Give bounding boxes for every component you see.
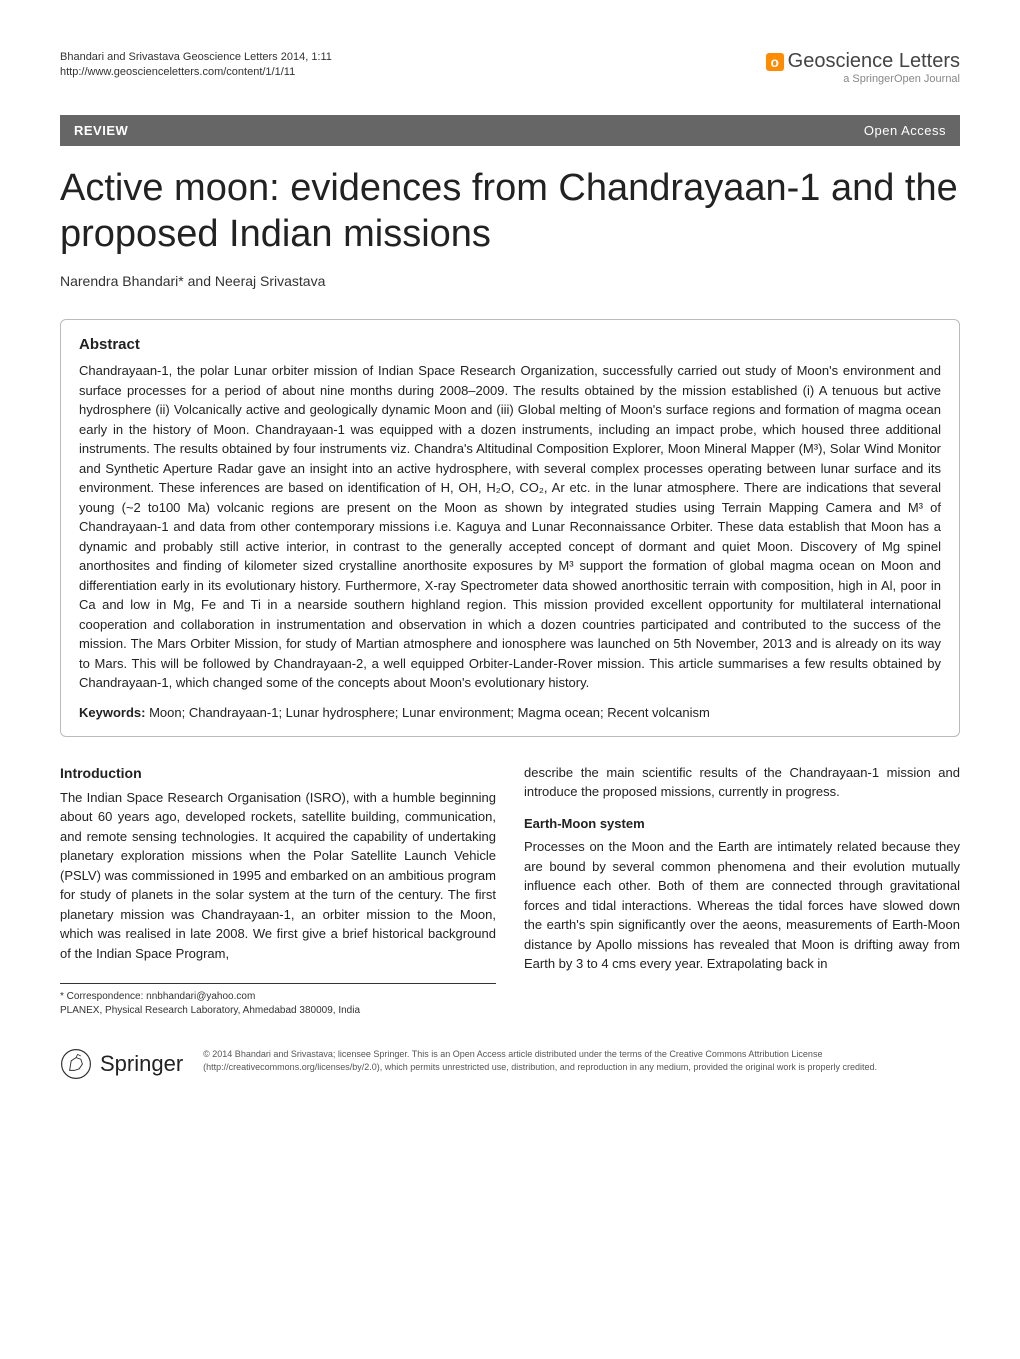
left-column: Introduction The Indian Space Research O… [60, 763, 496, 1019]
citation-text: Bhandari and Srivastava Geoscience Lette… [60, 50, 332, 65]
correspondence-block: * Correspondence: nnbhandari@yahoo.com P… [60, 983, 496, 1018]
article-title: Active moon: evidences from Chandrayaan-… [60, 166, 960, 257]
copyright-text: © 2014 Bhandari and Srivastava; licensee… [203, 1048, 960, 1073]
keywords-label: Keywords: [79, 705, 145, 720]
springer-horse-icon [60, 1048, 92, 1080]
journal-brand: oGeoscience Letters a SpringerOpen Journ… [766, 50, 960, 85]
page-header: Bhandari and Srivastava Geoscience Lette… [60, 50, 960, 85]
journal-name-row: oGeoscience Letters [766, 50, 960, 73]
header-citation-block: Bhandari and Srivastava Geoscience Lette… [60, 50, 332, 81]
springer-logo: Springer [60, 1048, 183, 1080]
earth-moon-para: Processes on the Moon and the Earth are … [524, 837, 960, 974]
keywords-line: Keywords: Moon; Chandrayaan-1; Lunar hyd… [79, 705, 941, 720]
open-access-label: Open Access [864, 123, 946, 138]
right-para1: describe the main scientific results of … [524, 763, 960, 802]
correspondence-email: * Correspondence: nnbhandari@yahoo.com [60, 990, 496, 1004]
right-column: describe the main scientific results of … [524, 763, 960, 1019]
page-container: Bhandari and Srivastava Geoscience Lette… [0, 0, 1020, 1130]
introduction-para: The Indian Space Research Organisation (… [60, 788, 496, 964]
springer-text: Springer [100, 1051, 183, 1077]
article-type-bar: REVIEW Open Access [60, 115, 960, 146]
authors-line: Narendra Bhandari* and Neeraj Srivastava [60, 273, 960, 289]
abstract-text: Chandrayaan-1, the polar Lunar orbiter m… [79, 361, 941, 693]
earth-moon-heading: Earth-Moon system [524, 814, 960, 834]
abstract-heading: Abstract [79, 336, 941, 353]
article-type-label: REVIEW [74, 123, 128, 138]
page-footer: Springer © 2014 Bhandari and Srivastava;… [60, 1038, 960, 1080]
journal-name: Geoscience Letters [788, 50, 960, 72]
introduction-heading: Introduction [60, 763, 496, 784]
body-columns: Introduction The Indian Space Research O… [60, 763, 960, 1019]
citation-url: http://www.geoscienceletters.com/content… [60, 65, 332, 80]
correspondence-affiliation: PLANEX, Physical Research Laboratory, Ah… [60, 1004, 496, 1018]
journal-logo-icon: o [766, 53, 784, 71]
keywords-text: Moon; Chandrayaan-1; Lunar hydrosphere; … [149, 705, 710, 720]
journal-subtitle: a SpringerOpen Journal [766, 73, 960, 85]
abstract-box: Abstract Chandrayaan-1, the polar Lunar … [60, 319, 960, 737]
